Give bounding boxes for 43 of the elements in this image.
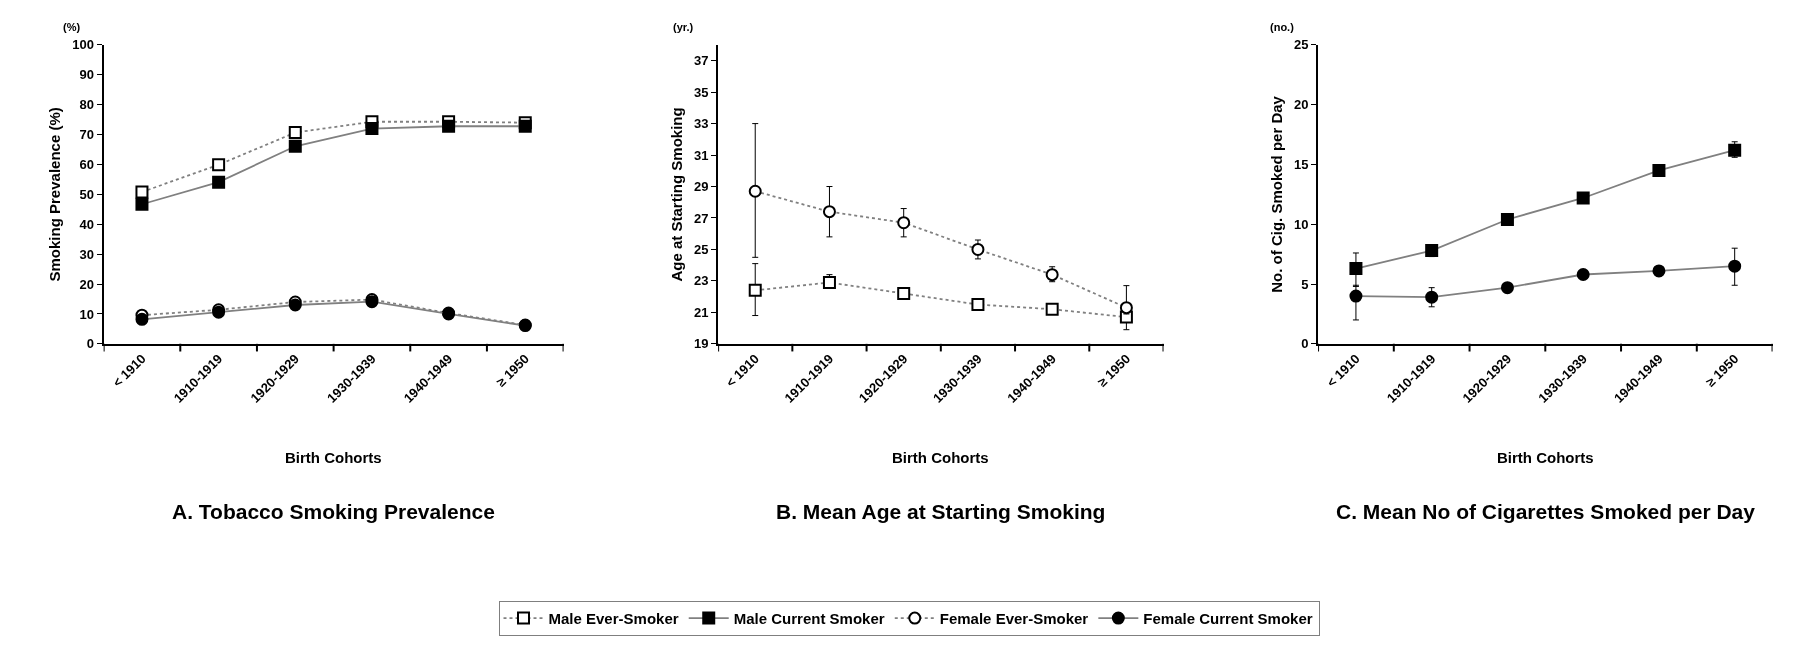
y-tick-label: 37 [694,53,709,69]
y-tick-label: 80 [79,97,95,113]
legend-label: Male Current Smoker [733,609,885,627]
y-tick-label: 21 [694,304,709,320]
y-tick-label: 29 [694,179,709,195]
y-tick-label: 40 [79,216,95,232]
y-tick-label: 19 [694,336,709,352]
legend-label: Female Ever-Smoker [939,609,1089,627]
text: (%) [63,21,81,33]
x-axis-title: Birth Cohorts [1497,449,1594,466]
text: A. Tobacco Smoking Prevalence [172,500,495,523]
y-tick-label: 35 [694,84,709,100]
y-tick-label: 0 [1301,336,1309,352]
y-tick-label: 23 [694,273,709,289]
y-tick-label: 15 [1293,157,1309,173]
y-tick-label: 30 [79,246,95,262]
y-axis-title: Smoking Prevalence (%) [46,107,64,282]
legend-label: Female Current Smoker [1143,609,1313,627]
text: B. Mean Age at Starting Smoking [776,500,1106,523]
y-tick-label: 20 [79,276,95,292]
y-tick-label: 0 [86,336,95,352]
y-tick-label: 70 [79,127,95,143]
y-tick-label: 20 [1293,97,1309,113]
legend-label: Male Ever-Smoker [548,609,679,627]
y-tick-label: 33 [694,116,709,132]
text: (yr.) [673,21,694,33]
y-axis-title: Age at Starting Smoking [667,107,685,282]
x-axis-title: Birth Cohorts [892,449,989,466]
y-tick-label: 25 [694,242,709,258]
text: (no.) [1270,21,1295,33]
text: C. Mean No of Cigarettes Smoked per Day [1336,500,1756,523]
y-tick-label: 27 [694,210,709,226]
y-tick-label: 60 [79,157,95,173]
y-tick-label: 90 [79,67,95,83]
y-tick-label: 10 [79,306,95,322]
y-tick-label: 100 [72,37,95,53]
x-axis-title: Birth Cohorts [285,449,382,466]
y-axis-title: No. of Cig. Smoked per Day [1267,95,1285,293]
y-tick-label: 50 [79,186,95,202]
y-tick-label: 31 [694,147,709,163]
y-tick-label: 5 [1301,276,1309,292]
y-tick-label: 25 [1293,37,1309,53]
y-tick-label: 10 [1293,216,1309,232]
